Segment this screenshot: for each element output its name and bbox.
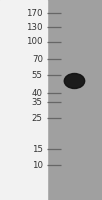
Text: 40: 40 [32, 88, 43, 98]
Text: 55: 55 [32, 71, 43, 79]
Text: 10: 10 [32, 160, 43, 170]
Text: 15: 15 [32, 144, 43, 154]
Text: 70: 70 [32, 54, 43, 64]
Text: 25: 25 [32, 114, 43, 123]
Text: 170: 170 [26, 8, 43, 18]
Bar [0, 0, 47, 200]
Ellipse shape [64, 73, 85, 88]
Text: 35: 35 [32, 98, 43, 107]
Text: 130: 130 [26, 22, 43, 31]
Text: 100: 100 [26, 38, 43, 46]
